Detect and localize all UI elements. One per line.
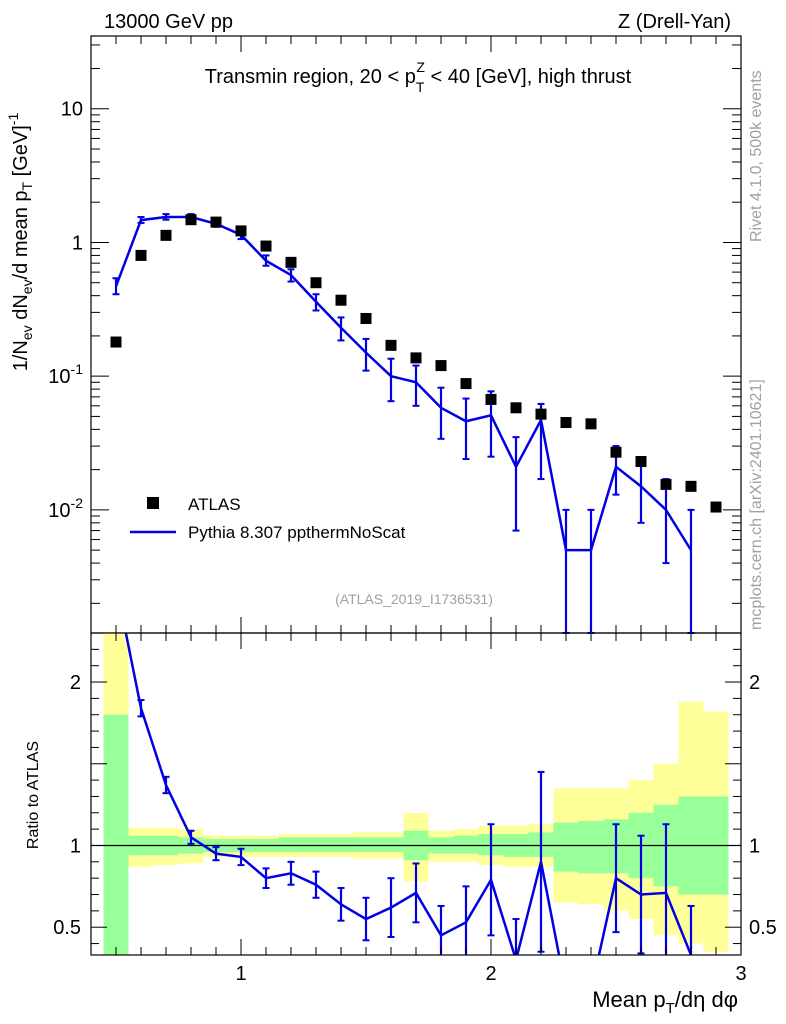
main-frame-box (90, 35, 742, 634)
header-energy-label: 13000 GeV pp (104, 11, 233, 33)
analysis-watermark: (ATLAS_2019_I1736531) (335, 591, 493, 607)
main-y-tick-label: 10-2 (48, 495, 83, 522)
atlas-data-point (185, 214, 197, 226)
ratio-y-tick-label-right: 2 (749, 672, 760, 694)
main-y-axis-label: 1/Nev dNev/d mean pT [GeV]-1 (5, 113, 35, 372)
atlas-data-point (610, 446, 622, 458)
ratio-axes: 1 2 3 0.5 0.5 1 1 2 2 (53, 633, 777, 985)
main-frame (90, 35, 742, 634)
header-process-label: Z (Drell-Yan) (618, 11, 731, 33)
ratio-band-green (578, 820, 604, 874)
atlas-data-point (510, 402, 522, 414)
ratio-x-tick-label: 1 (235, 963, 246, 985)
atlas-data-point (385, 339, 397, 351)
ratio-band-green (303, 837, 329, 853)
atlas-data-point (235, 225, 247, 237)
atlas-data-point (360, 312, 372, 324)
atlas-data-point (260, 240, 272, 252)
atlas-data-point (110, 336, 122, 348)
ratio-band-green (328, 837, 354, 853)
ratio-mc-series (124, 633, 695, 955)
ratio-band-green (453, 835, 479, 854)
ratio-x-tick-label: 2 (485, 963, 496, 985)
atlas-data-point (135, 249, 147, 261)
ratio-y-axis-label: Ratio to ATLAS (25, 741, 42, 849)
ratio-y-tick-label-right: 0.5 (749, 917, 777, 939)
ratio-band-green (353, 837, 379, 853)
atlas-data-point (585, 418, 597, 430)
ratio-band-green (378, 837, 404, 853)
atlas-data-point (310, 277, 322, 289)
main-y-axis: 10-2 10-1 1 10 (48, 36, 742, 633)
ratio-uncertainty-bands (103, 633, 729, 955)
ratio-band-green (103, 714, 129, 955)
ratio-y-tick-label: 0.5 (53, 917, 81, 939)
atlas-data-point (285, 256, 297, 268)
atlas-data-point (460, 378, 472, 390)
ratio-y-tick-label-right: 1 (749, 835, 760, 857)
ratio-y-tick-label: 2 (70, 672, 81, 694)
atlas-data-point (485, 393, 497, 405)
x-axis-label: Mean pT/dη dφ (592, 987, 738, 1017)
atlas-data-point (435, 360, 447, 372)
atlas-data-point (535, 408, 547, 420)
ratio-panel: 1 2 3 0.5 0.5 1 1 2 2 Ratio to ATLAS (25, 632, 777, 985)
main-panel: 10-2 10-1 1 10 Transmin region, 20 < pTZ < … (5, 35, 742, 634)
main-y-tick-label: 10-1 (48, 361, 83, 388)
atlas-data-point (685, 480, 697, 492)
legend-mc-label: Pythia 8.307 ppthermNoScat (188, 523, 406, 542)
ratio-mc-line (124, 633, 693, 955)
main-y-tick-label: 10 (61, 99, 83, 121)
legend: ATLAS Pythia 8.307 ppthermNoScat (130, 495, 406, 542)
main-y-tick-label: 1 (72, 232, 83, 254)
rivet-version-label: Rivet 4.1.0, 500k events (748, 70, 765, 242)
atlas-data-point (335, 294, 347, 306)
atlas-data-point (210, 216, 222, 228)
plot-title: Transmin region, 20 < pTZ < 40 [GeV], hi… (205, 59, 632, 95)
ratio-band-green (278, 837, 304, 853)
atlas-data-point (660, 478, 672, 490)
atlas-data-point (635, 456, 647, 468)
legend-atlas-marker (147, 497, 159, 509)
mc-series (112, 213, 695, 634)
ratio-x-tick-label: 3 (735, 963, 746, 985)
atlas-data-point (410, 352, 422, 364)
atlas-data-point (710, 501, 722, 513)
atlas-data-point (160, 229, 172, 241)
atlas-series (110, 214, 722, 513)
legend-atlas-label: ATLAS (188, 495, 241, 514)
atlas-data-point (560, 417, 572, 429)
ratio-band-green (553, 822, 579, 872)
mcplots-label: mcplots.cern.ch [arXiv:2401.10621] (748, 379, 765, 630)
ratio-y-tick-label: 1 (70, 835, 81, 857)
